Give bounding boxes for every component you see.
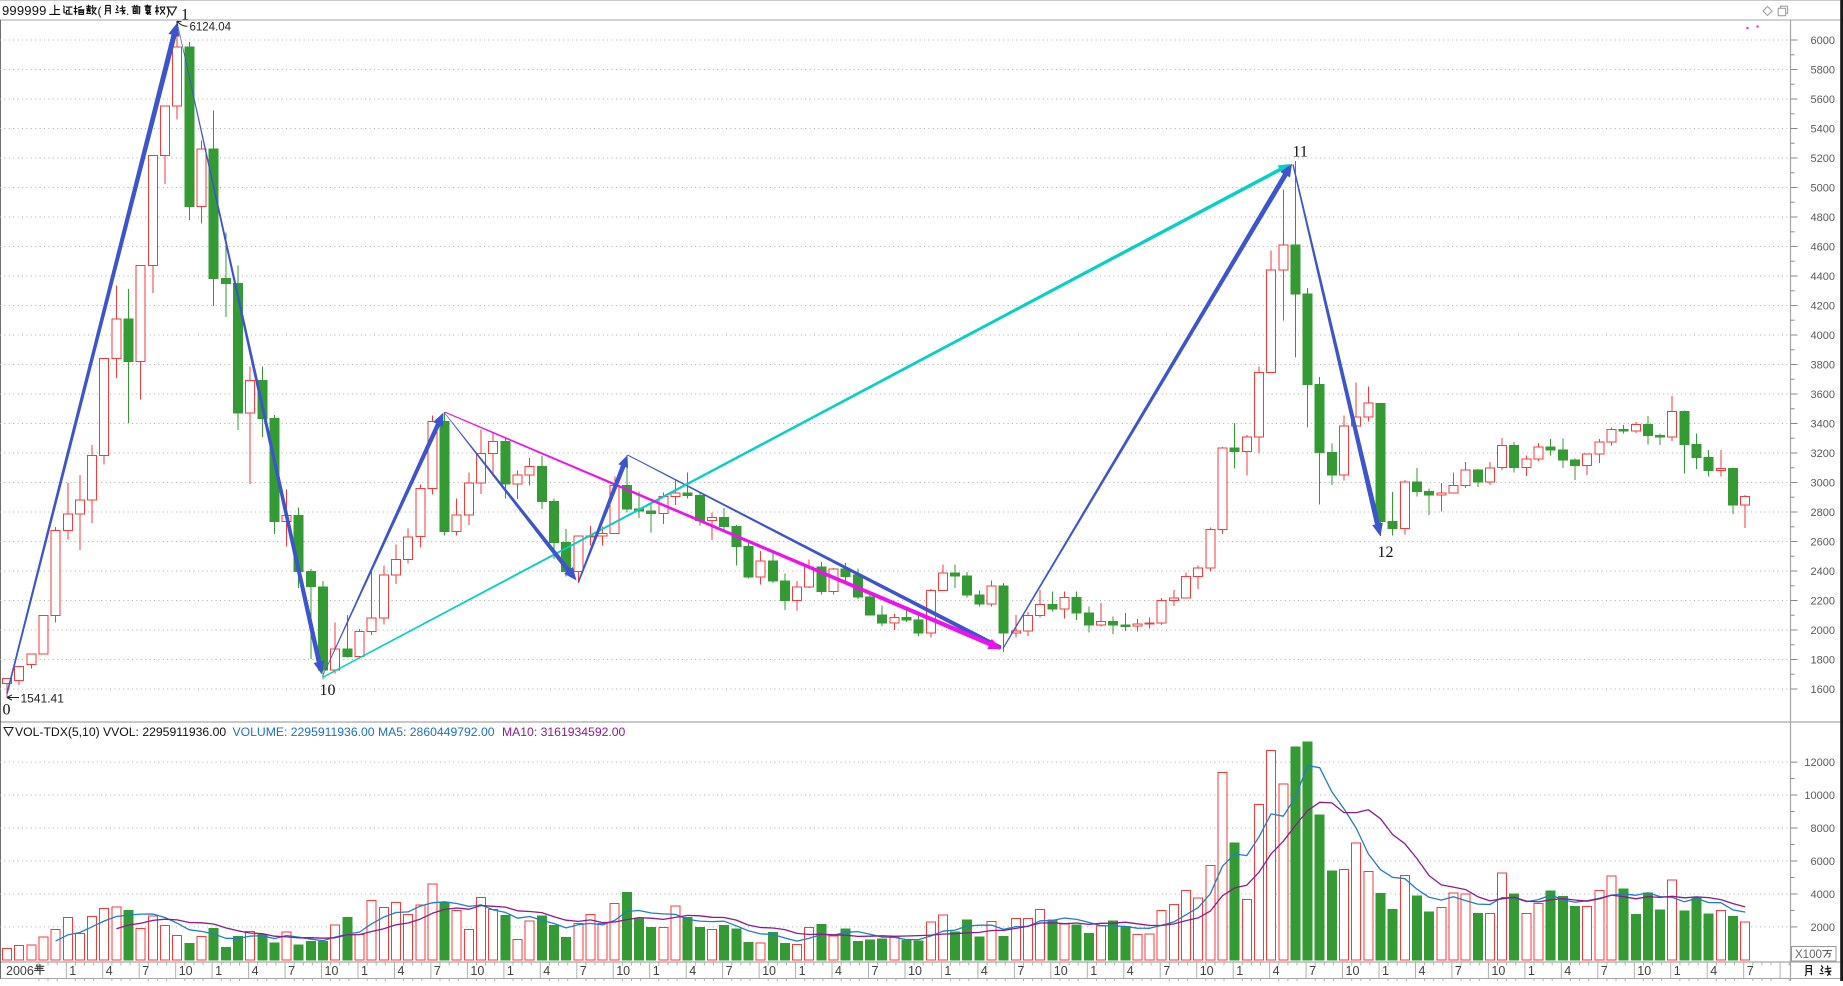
- svg-text:1: 1: [1674, 964, 1681, 978]
- svg-text:1: 1: [944, 964, 951, 978]
- svg-text:4: 4: [398, 964, 405, 978]
- svg-text:4: 4: [1419, 964, 1426, 978]
- svg-text:3400: 3400: [1811, 419, 1835, 431]
- svg-text:5000: 5000: [1811, 183, 1835, 195]
- svg-text:4: 4: [106, 964, 113, 978]
- svg-text:6000: 6000: [1811, 856, 1835, 868]
- svg-text:7: 7: [1163, 964, 1170, 978]
- svg-text:2800: 2800: [1811, 507, 1835, 519]
- svg-text:10: 10: [179, 964, 193, 978]
- svg-text:7: 7: [142, 964, 149, 978]
- svg-text:10: 10: [1054, 964, 1068, 978]
- svg-text:10: 10: [762, 964, 776, 978]
- svg-text:7: 7: [726, 964, 733, 978]
- svg-text:10: 10: [908, 964, 922, 978]
- svg-text:MA10: 3161934592.00: MA10: 3161934592.00: [502, 725, 626, 739]
- svg-text:10: 10: [1637, 964, 1651, 978]
- svg-text:11: 11: [1293, 144, 1308, 161]
- svg-text:.: .: [126, 4, 129, 18]
- svg-text:12000: 12000: [1804, 757, 1835, 769]
- svg-text:0: 0: [3, 702, 11, 719]
- svg-text:1: 1: [799, 964, 806, 978]
- svg-text:4400: 4400: [1811, 271, 1835, 283]
- svg-text:1: 1: [1090, 964, 1097, 978]
- svg-text:10: 10: [616, 964, 630, 978]
- svg-text:2200: 2200: [1811, 596, 1835, 608]
- svg-text:7: 7: [1017, 964, 1024, 978]
- svg-text:VOLUME: 2295911936.00 MA5: 28: VOLUME: 2295911936.00 MA5: 2860449792.00: [233, 725, 495, 739]
- svg-text:1: 1: [69, 964, 76, 978]
- svg-text:1: 1: [181, 7, 189, 24]
- svg-text:3600: 3600: [1811, 389, 1835, 401]
- svg-text:6000: 6000: [1811, 35, 1835, 47]
- svg-text:4000: 4000: [1811, 330, 1835, 342]
- svg-text:4600: 4600: [1811, 242, 1835, 254]
- svg-text:2000: 2000: [1811, 625, 1835, 637]
- svg-text:7: 7: [872, 964, 879, 978]
- svg-text:2600: 2600: [1811, 537, 1835, 549]
- svg-text:4: 4: [543, 964, 550, 978]
- svg-text:1600: 1600: [1811, 684, 1835, 696]
- svg-text:4: 4: [981, 964, 988, 978]
- svg-text:10: 10: [1346, 964, 1360, 978]
- svg-text:7: 7: [288, 964, 295, 978]
- svg-text:1: 1: [361, 964, 368, 978]
- svg-text:7: 7: [1601, 964, 1608, 978]
- svg-text:4: 4: [252, 964, 259, 978]
- svg-text:8000: 8000: [1811, 823, 1835, 835]
- svg-text:1800: 1800: [1811, 655, 1835, 667]
- svg-text:(: (: [98, 4, 102, 18]
- svg-text:12: 12: [1378, 544, 1394, 561]
- svg-text:1541.41: 1541.41: [21, 692, 65, 706]
- svg-text:1: 1: [215, 964, 222, 978]
- svg-text:4: 4: [835, 964, 842, 978]
- svg-text:10000: 10000: [1804, 790, 1835, 802]
- svg-text:7: 7: [1747, 964, 1754, 978]
- svg-text:10: 10: [1491, 964, 1505, 978]
- svg-text:VOL-TDX(5,10) VVOL: 229591193: VOL-TDX(5,10) VVOL: 2295911936.00: [15, 725, 226, 739]
- svg-text:4000: 4000: [1811, 889, 1835, 901]
- svg-text:X100: X100: [1795, 949, 1822, 961]
- svg-text:999999: 999999: [2, 3, 47, 18]
- svg-text:3800: 3800: [1811, 360, 1835, 372]
- svg-text:2000: 2000: [1811, 922, 1835, 934]
- svg-text:7: 7: [434, 964, 441, 978]
- svg-text:3000: 3000: [1811, 478, 1835, 490]
- svg-text:1: 1: [507, 964, 514, 978]
- svg-text:4: 4: [689, 964, 696, 978]
- svg-text:7: 7: [580, 964, 587, 978]
- svg-text:6124.04: 6124.04: [190, 22, 232, 34]
- svg-text:7: 7: [1309, 964, 1316, 978]
- svg-text:1: 1: [1382, 964, 1389, 978]
- svg-text:2400: 2400: [1811, 566, 1835, 578]
- svg-text:5600: 5600: [1811, 94, 1835, 106]
- svg-text:5800: 5800: [1811, 65, 1835, 77]
- svg-text:): ): [166, 4, 170, 18]
- svg-text:1: 1: [653, 964, 660, 978]
- svg-text:4200: 4200: [1811, 301, 1835, 313]
- svg-text:4: 4: [1564, 964, 1571, 978]
- svg-text:10: 10: [325, 964, 339, 978]
- svg-text:4: 4: [1710, 964, 1717, 978]
- svg-text:3200: 3200: [1811, 448, 1835, 460]
- svg-text:10: 10: [470, 964, 484, 978]
- svg-text:1: 1: [1528, 964, 1535, 978]
- svg-text:7: 7: [1455, 964, 1462, 978]
- svg-text:5200: 5200: [1811, 153, 1835, 165]
- svg-text:2006: 2006: [6, 964, 34, 978]
- svg-text:5400: 5400: [1811, 124, 1835, 136]
- svg-text:10: 10: [1200, 964, 1214, 978]
- svg-text:1: 1: [1236, 964, 1243, 978]
- svg-text:10: 10: [320, 682, 336, 699]
- svg-text:4: 4: [1273, 964, 1280, 978]
- svg-text:4800: 4800: [1811, 212, 1835, 224]
- svg-text:4: 4: [1127, 964, 1134, 978]
